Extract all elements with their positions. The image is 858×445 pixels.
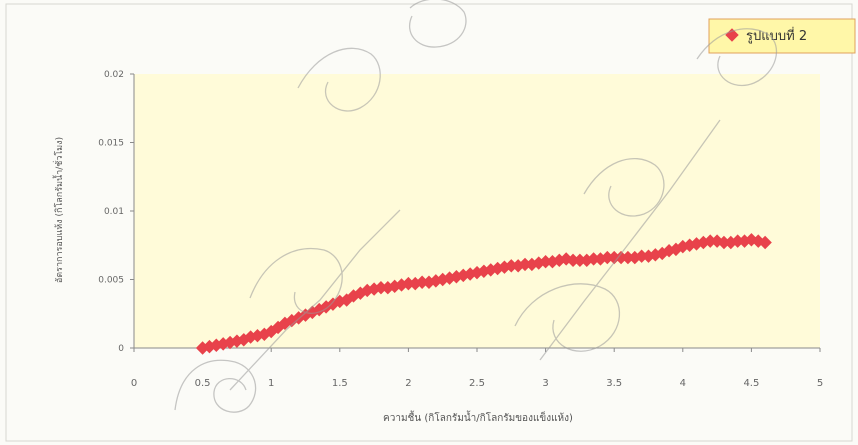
legend: รูปแบบที่ 2	[708, 18, 856, 54]
y-tick-label: 0.005	[98, 276, 124, 286]
plot-area	[134, 74, 820, 348]
x-tick-label: 3.5	[606, 378, 622, 389]
y-tick-label: 0	[118, 344, 124, 354]
data-point	[758, 235, 772, 250]
x-tick-label: 2	[405, 378, 411, 389]
x-tick-label: 4.5	[743, 378, 759, 389]
x-tick-label: 1.5	[332, 378, 348, 389]
y-tick-label: 0.015	[98, 139, 124, 149]
legend-label: รูปแบบที่ 2	[746, 27, 807, 44]
x-tick-label: 2.5	[469, 378, 485, 389]
y-tick-label: 0.01	[104, 207, 124, 217]
x-tick-label: 0.5	[195, 378, 211, 389]
x-tick-label: 4	[680, 378, 686, 389]
x-tick-label: 0	[131, 378, 137, 389]
x-tick-label: 3	[542, 378, 548, 389]
y-axis-title: อัตราการอบแห้ง (กิโลกรัมน้ำ/ชั่วโมง)	[52, 137, 65, 283]
y-tick-label: 0.02	[104, 70, 124, 80]
x-axis-title: ความชื้น (กิโลกรัมน้ำ/กิโลกรัมของแข็งแห้…	[383, 410, 573, 424]
x-tick-label: 5	[817, 378, 823, 389]
x-tick-label: 1	[268, 378, 274, 389]
